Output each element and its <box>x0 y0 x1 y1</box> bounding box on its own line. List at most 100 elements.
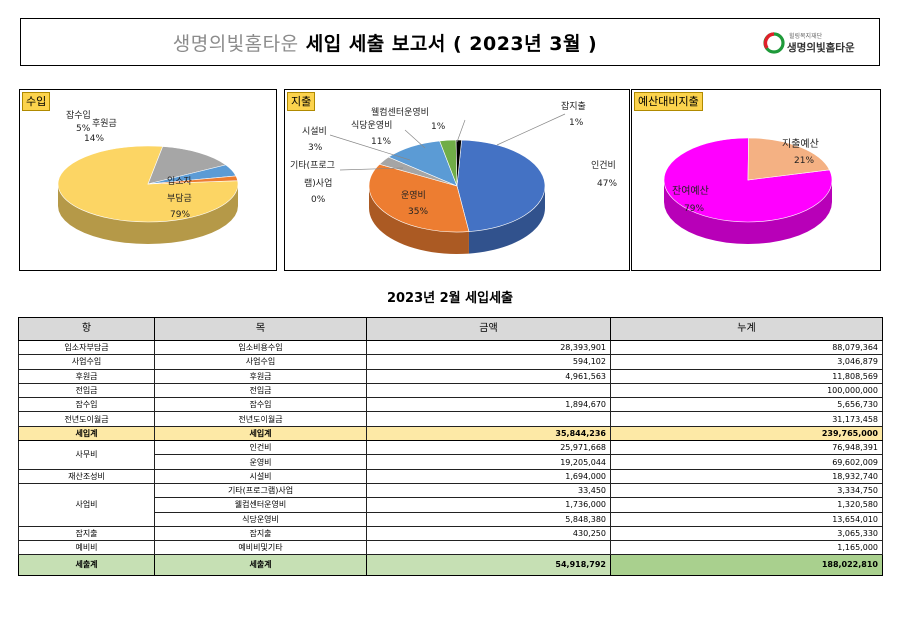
cell-mok: 전입금 <box>154 382 367 399</box>
header-amount: 금액 <box>366 317 611 341</box>
cell-hang: 전년도이월금 <box>18 411 155 427</box>
cell-total: 3,334,750 <box>610 482 883 499</box>
cell-amount: 35,844,236 <box>366 425 611 442</box>
revenue-chart-title: 수입 <box>22 92 51 111</box>
revenue-label-support: 후원금 <box>92 119 117 129</box>
cell-amount: 5,848,380 <box>366 511 611 527</box>
cell-mok: 웰컴센터운영비 <box>154 497 367 513</box>
subtotal-row: 세입계 세입계 35,844,236 239,765,000 <box>18 425 883 442</box>
header-mok: 목 <box>154 317 367 341</box>
cell-amount: 594,102 <box>366 354 611 370</box>
page-title: 생명의빛홈타운 세입 세출 보고서 ( 2023년 3월 ) <box>21 29 749 56</box>
revenue-label-misc-pct: 5% <box>76 124 91 134</box>
table-row: 후원금 후원금 4,961,563 11,808,569 <box>18 368 883 384</box>
cell-hang: 잡지출 <box>18 525 155 542</box>
title-org: 생명의빛홈타운 <box>172 33 299 55</box>
cell-hang: 전입금 <box>18 382 155 399</box>
revenue-slice-1 <box>147 146 227 185</box>
table-row: 예비비 예비비및기타 1,165,000 <box>18 540 883 556</box>
cell-mok: 예비비및기타 <box>154 540 367 556</box>
cell-amount: 33,450 <box>366 482 611 499</box>
budget-label-remaining: 잔여예산 <box>672 186 709 197</box>
expense-slice-1 <box>368 163 470 233</box>
expense-slice-0 <box>456 139 546 232</box>
cell-hang: 사업수입 <box>18 354 155 370</box>
expense-label-misc: 잡지출 <box>561 102 586 112</box>
cell-amount: 54,918,792 <box>366 554 611 577</box>
cell-mok: 사업수입 <box>154 354 367 370</box>
cell-hang: 사업비 <box>18 482 155 527</box>
expense-label-program-2: 램)사업 <box>304 179 333 189</box>
revenue-side-walls <box>58 184 238 244</box>
table-row: 재산조성비 시설비 1,694,000 18,932,740 <box>18 468 883 484</box>
budget-chart-panel: 예산대비지출 지출예산 21% 잔여예산 79% <box>631 89 881 271</box>
cell-hang: 재산조성비 <box>18 468 155 484</box>
cell-total: 69,602,009 <box>610 454 883 470</box>
expense-label-cafeteria: 식당운영비 <box>351 121 393 131</box>
cell-amount: 1,736,000 <box>366 497 611 513</box>
cell-amount <box>366 382 611 399</box>
expense-label-misc-pct: 1% <box>569 118 584 128</box>
revenue-label-main: 입소자 <box>167 177 192 187</box>
cell-mok: 인건비 <box>154 440 367 456</box>
table-row: 입소자부담금 입소비용수입 28,393,901 88,079,364 <box>18 339 883 356</box>
cell-total: 31,173,458 <box>610 411 883 427</box>
logo-mark-icon <box>763 32 785 54</box>
expense-leader-line-4 <box>339 167 404 171</box>
table-row: 사무비 인건비 25,971,668 76,948,391 <box>18 440 883 470</box>
cell-hang: 후원금 <box>18 368 155 384</box>
cell-hang: 잡수입 <box>18 397 155 413</box>
cell-total: 3,046,879 <box>610 354 883 370</box>
cell-amount: 19,205,044 <box>366 454 611 470</box>
revenue-pie-chart <box>57 145 239 244</box>
revenue-expense-table: 항 목 금액 누계 입소자부담금 입소비용수입 28,393,901 88,079,3… <box>18 317 883 577</box>
expense-label-facility: 시설비 <box>302 127 327 137</box>
expense-label-personnel-pct: 47% <box>597 179 618 189</box>
expense-label-wellness-pct: 1% <box>431 122 446 132</box>
expense-chart-title: 지출 <box>287 92 316 111</box>
cell-total: 11,808,569 <box>610 368 883 384</box>
budget-chart-title: 예산대비지출 <box>634 92 703 111</box>
budget-side-0 <box>664 180 832 244</box>
budget-slice-1 <box>747 137 830 181</box>
expense-chart-panel: 지출 웰컴센터운영비 1% 식당운영비 11% 시설비 3% 기타(프로그 램)… <box>284 89 630 271</box>
expense-side-walls <box>369 186 545 254</box>
table-row: 식당운영비 5,848,380 13,654,010 <box>19 511 883 527</box>
cell-mok: 잡수입 <box>154 397 367 413</box>
table-row: 전입금 전입금 100,000,000 <box>18 382 883 399</box>
header-total: 누계 <box>610 317 883 341</box>
table-row: 잡지출 잡지출 430,250 3,065,330 <box>18 525 883 542</box>
cell-total: 239,765,000 <box>610 425 883 442</box>
cell-mok: 세입계 <box>154 425 367 442</box>
revenue-label-support-pct: 14% <box>84 134 105 144</box>
expense-label-facility-pct: 3% <box>308 143 323 153</box>
cell-mok: 입소비용수입 <box>154 339 367 356</box>
expense-label-wellness: 웰컴센터운영비 <box>371 108 429 118</box>
table-row: 전년도이월금 전년도이월금 31,173,458 <box>18 411 883 427</box>
expense-leader-line-0 <box>456 119 466 143</box>
revenue-chart-panel: 수입 잡수입 5% 후원금 14% 입소자 부담금 79% <box>19 89 277 271</box>
cell-total: 76,948,391 <box>610 440 883 456</box>
cell-hang: 사무비 <box>18 440 155 470</box>
cell-total: 13,654,010 <box>610 511 883 527</box>
cell-total: 3,065,330 <box>610 525 883 542</box>
budget-label-spent-pct: 21% <box>794 156 815 166</box>
expense-label-program: 기타(프로그 <box>290 161 335 171</box>
title-report: 세입 세출 보고서 ( 2023년 3월 ) <box>298 33 598 55</box>
cell-hang: 입소자부담금 <box>18 339 155 356</box>
cell-mok: 후원금 <box>154 368 367 384</box>
cell-mok: 잡지출 <box>154 525 367 542</box>
expense-leader-line-3 <box>329 134 411 161</box>
table-row: 웰컴센터운영비 1,736,000 1,320,580 <box>19 497 883 513</box>
cell-amount <box>366 540 611 556</box>
cell-total: 1,320,580 <box>610 497 883 513</box>
expense-leader-line-1 <box>496 113 566 146</box>
org-logo: 힐링복지재단 생명의빛홈타운 <box>763 29 863 57</box>
expense-label-operation-pct: 35% <box>408 207 429 217</box>
expense-side-0 <box>468 186 545 254</box>
expense-label-operation: 운영비 <box>401 191 426 201</box>
cell-amount: 430,250 <box>366 525 611 542</box>
expense-leader-line-2 <box>404 129 426 149</box>
budget-pie-chart <box>663 137 833 244</box>
report-header: 생명의빛홈타운 세입 세출 보고서 ( 2023년 3월 ) 힐링복지재단 생명… <box>20 18 880 66</box>
